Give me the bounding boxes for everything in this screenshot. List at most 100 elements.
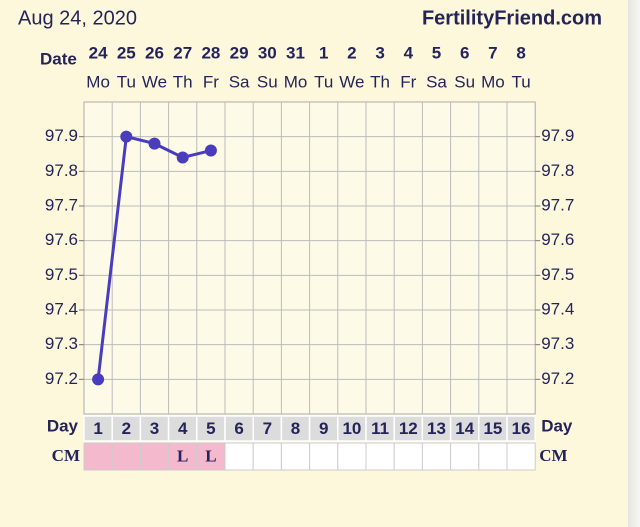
y2-tick-label: 97.7 xyxy=(541,195,574,214)
weekday: Tu xyxy=(511,72,530,91)
temperature-point xyxy=(148,137,161,150)
day-number: 15 xyxy=(483,419,502,438)
date: 29 xyxy=(230,43,249,62)
chart-title: Aug 24, 2020 xyxy=(18,7,137,29)
day-number: 7 xyxy=(263,419,272,438)
date: 8 xyxy=(516,43,525,62)
cm-cell xyxy=(252,442,282,471)
y-tick-label: 97.8 xyxy=(45,161,78,180)
weekday: Sa xyxy=(426,72,447,91)
cm-entry: L xyxy=(177,446,188,465)
cm-cell xyxy=(478,442,508,471)
day-number: 11 xyxy=(371,419,389,438)
day-number: 6 xyxy=(234,419,243,438)
date: 27 xyxy=(173,43,192,62)
day-cell xyxy=(506,415,536,442)
weekday: Fr xyxy=(400,72,416,91)
day-cell xyxy=(478,415,508,442)
cm-cell xyxy=(139,442,170,471)
weekday: Th xyxy=(173,72,193,91)
y2-tick-label: 97.9 xyxy=(541,126,574,145)
temperature-point xyxy=(204,144,217,157)
y2-tick-label: 97.3 xyxy=(541,334,574,353)
weekday: We xyxy=(339,72,364,91)
cm-cell xyxy=(365,442,395,471)
day-number: 14 xyxy=(455,419,474,438)
y2-tick-label: 97.2 xyxy=(541,369,574,388)
day-cell xyxy=(365,415,395,442)
cm-cell xyxy=(111,442,141,471)
weekday: Tu xyxy=(314,72,333,91)
y2-tick-label: 97.6 xyxy=(541,230,574,249)
day-number: 3 xyxy=(150,419,159,438)
weekday: Sa xyxy=(229,72,250,91)
y-tick-label: 97.5 xyxy=(45,265,78,284)
cm-entry: L xyxy=(205,446,216,465)
weekday: We xyxy=(142,72,167,91)
day-number: 9 xyxy=(319,419,328,438)
date-label: Date xyxy=(40,49,77,68)
temperature-point xyxy=(176,151,189,164)
date: 30 xyxy=(258,43,277,62)
day-cell xyxy=(308,415,339,442)
day-number: 10 xyxy=(342,419,361,438)
date: 31 xyxy=(286,43,305,62)
weekday: Mo xyxy=(481,72,505,91)
weekday: Fr xyxy=(203,72,219,91)
day-number: 8 xyxy=(291,419,300,438)
date: 5 xyxy=(432,43,441,62)
y-tick-label: 97.2 xyxy=(45,369,78,388)
day-number: 1 xyxy=(93,419,102,438)
y2-tick-label: 97.4 xyxy=(541,299,574,318)
date: 3 xyxy=(375,43,384,62)
cm-cell xyxy=(224,442,254,471)
day-number: 4 xyxy=(178,419,188,438)
weekday: Su xyxy=(257,72,278,91)
date: 24 xyxy=(89,43,108,62)
day-cell xyxy=(280,415,311,442)
y-tick-label: 97.3 xyxy=(45,334,78,353)
day-number: 5 xyxy=(206,419,215,438)
cm-label-right: CM xyxy=(539,446,567,465)
cm-cell xyxy=(337,442,367,471)
date: 1 xyxy=(319,43,328,62)
date: 25 xyxy=(117,43,136,62)
weekday: Su xyxy=(454,72,475,91)
day-cell xyxy=(196,415,226,442)
date: 4 xyxy=(404,43,414,62)
cm-label: CM xyxy=(52,446,80,465)
date: 6 xyxy=(460,43,469,62)
cm-cell xyxy=(309,442,339,471)
day-number: 2 xyxy=(122,419,131,438)
y-tick-label: 97.9 xyxy=(45,126,78,145)
y2-tick-label: 97.5 xyxy=(541,265,574,284)
day-number: 16 xyxy=(512,419,531,438)
cm-cell xyxy=(421,442,452,471)
day-cell xyxy=(421,415,452,442)
edge-shadow xyxy=(628,0,640,527)
weekday: Mo xyxy=(284,72,308,91)
day-label-right: Day xyxy=(541,416,573,435)
y-tick-label: 97.4 xyxy=(45,299,78,318)
weekday: Mo xyxy=(86,72,110,91)
temperature-point xyxy=(92,373,105,386)
cm-cell xyxy=(506,442,536,471)
day-number: 13 xyxy=(427,419,446,438)
y-tick-label: 97.6 xyxy=(45,230,78,249)
temperature-point xyxy=(120,130,133,143)
date: 26 xyxy=(145,43,164,62)
cm-cell xyxy=(196,442,226,471)
y2-tick-label: 97.8 xyxy=(541,161,574,180)
date: 2 xyxy=(347,43,356,62)
cm-cell xyxy=(280,442,311,471)
day-number: 12 xyxy=(399,419,418,438)
cm-cell xyxy=(83,442,113,471)
cm-cell xyxy=(450,442,480,471)
day-cell xyxy=(111,415,142,442)
y-tick-label: 97.7 xyxy=(45,195,78,214)
date: 7 xyxy=(488,43,497,62)
weekday: Th xyxy=(370,72,390,91)
cm-cell xyxy=(393,442,423,471)
